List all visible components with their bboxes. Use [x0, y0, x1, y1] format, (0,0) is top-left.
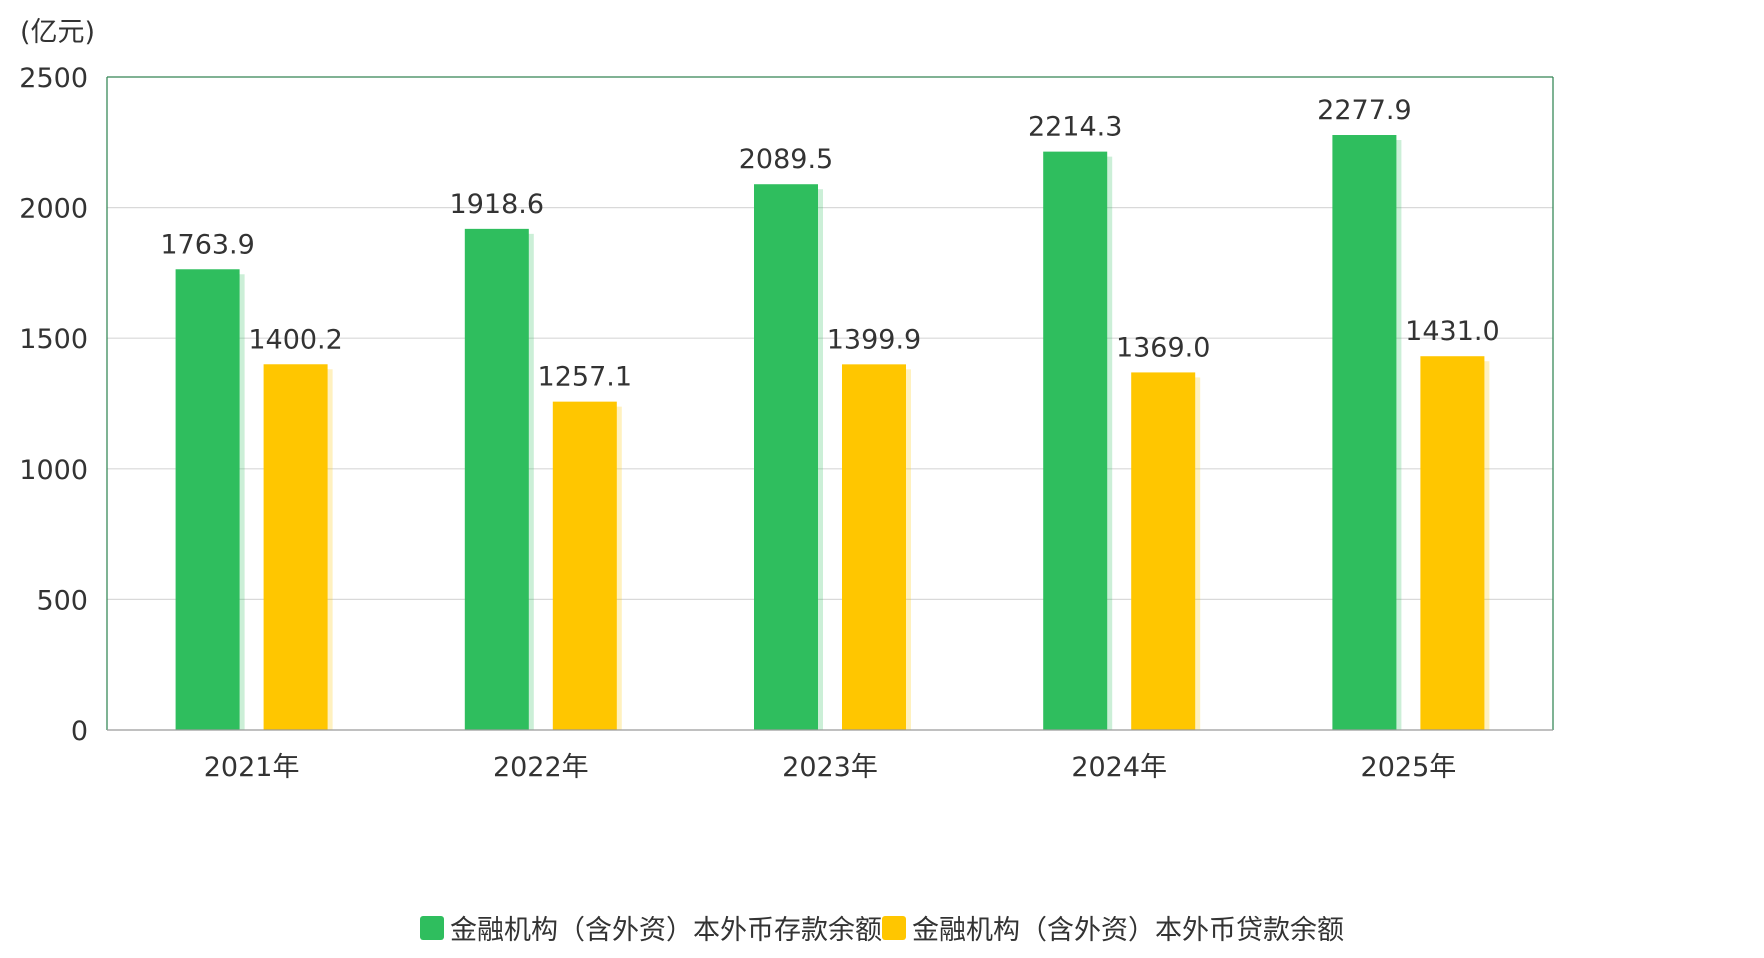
data-label: 2089.5	[739, 144, 833, 175]
legend-label-deposits: 金融机构（含外资）本外币存款余额	[450, 915, 882, 946]
y-tick-label: 2500	[19, 63, 88, 94]
bar-deposits	[464, 228, 529, 730]
data-label: 2214.3	[1028, 112, 1122, 143]
bar-deposits	[175, 269, 240, 730]
x-tick-label: 2024年	[1071, 752, 1167, 783]
y-tick-label: 2000	[19, 194, 88, 225]
bar-loans	[1131, 372, 1196, 730]
data-label: 2277.9	[1317, 95, 1411, 126]
bar-deposits	[754, 184, 818, 730]
bar-chart: 0 500 1000 1500 2000 2500 2021年 2022年 2023年 2024年…	[19, 63, 1554, 783]
y-axis-unit-label: (亿元)	[20, 17, 96, 48]
bar-loans	[842, 364, 906, 730]
y-tick-label: 0	[71, 716, 88, 747]
data-label: 1399.9	[827, 324, 921, 355]
y-tick-label: 1500	[19, 324, 88, 355]
data-label: 1369.0	[1116, 332, 1210, 363]
data-labels: 1763.9 1400.2 1918.6 1257.1 2089.5 1399.9 2214…	[160, 95, 1499, 393]
bar-deposits	[1043, 151, 1108, 730]
x-tick-label: 2022年	[493, 752, 589, 783]
x-tick-label: 2025年	[1361, 752, 1457, 783]
data-label: 1257.1	[538, 362, 632, 393]
legend-swatch-loans	[882, 915, 906, 940]
bar-deposits	[1332, 135, 1397, 731]
legend-item-deposits: 金融机构（含外资）本外币存款余额	[420, 908, 882, 947]
legend: 金融机构（含外资）本外币存款余额 金融机构（含外资）本外币贷款余额	[0, 908, 1764, 947]
data-label: 1400.2	[248, 324, 342, 355]
legend-swatch-deposits	[420, 915, 444, 940]
x-tick-label: 2021年	[204, 752, 300, 783]
bar-loans	[552, 401, 617, 730]
data-label: 1431.0	[1405, 316, 1499, 347]
data-label: 1918.6	[450, 189, 544, 220]
axes: 0 500 1000 1500 2000 2500 2021年 2022年 2023年 2024年…	[19, 63, 1554, 783]
bar-loans	[263, 364, 328, 730]
bar-loans	[1420, 356, 1485, 730]
legend-item-loans: 金融机构（含外资）本外币贷款余额	[882, 908, 1344, 947]
legend-label-loans: 金融机构（含外资）本外币贷款余额	[912, 915, 1344, 946]
grid-lines	[107, 76, 1553, 601]
x-tick-label: 2023年	[782, 752, 878, 783]
data-label: 1763.9	[160, 229, 254, 260]
y-tick-label: 1000	[19, 455, 88, 486]
bars	[175, 135, 1490, 731]
y-tick-label: 500	[36, 585, 88, 616]
